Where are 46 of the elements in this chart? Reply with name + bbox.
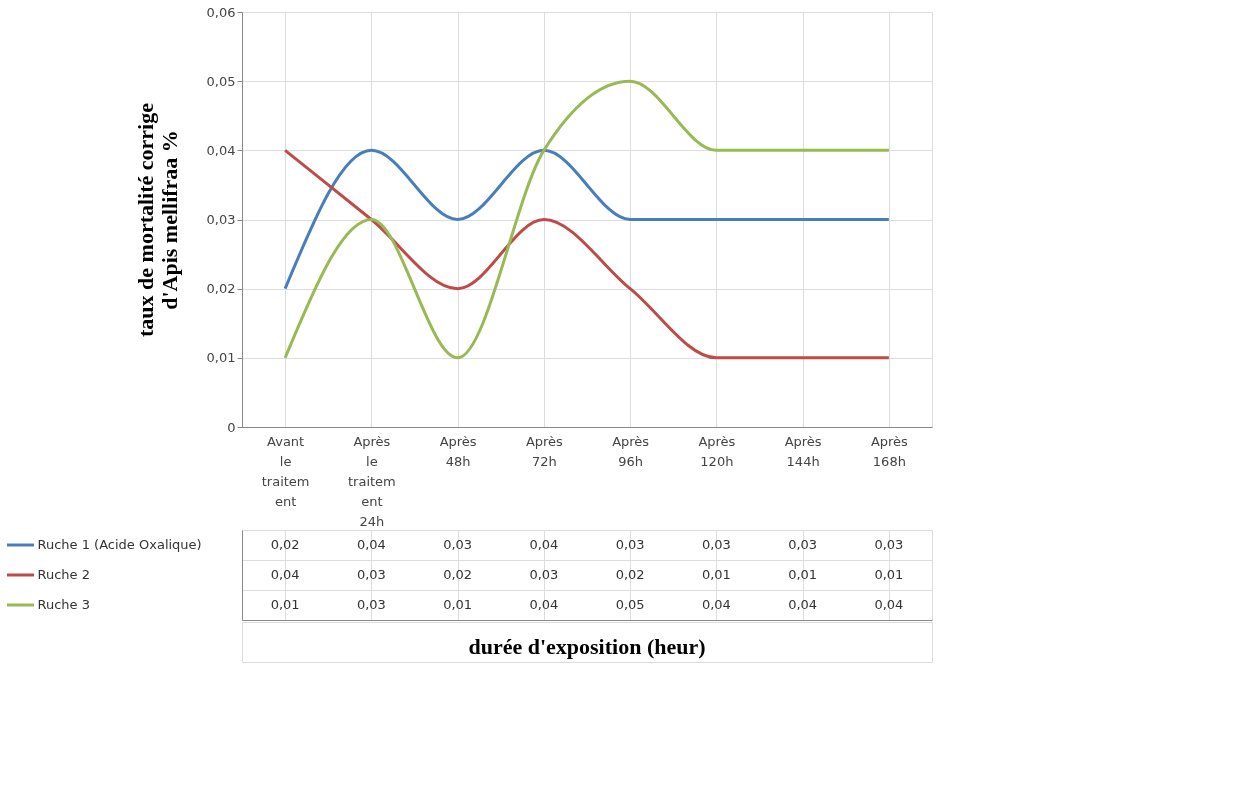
data-label: 0,03 (701, 537, 731, 552)
data-label: 0,02 (443, 567, 473, 582)
line-series (283, 148, 891, 360)
data-label: 0,03 (788, 537, 818, 552)
data-label: 0,03 (529, 567, 559, 582)
x-tick-label: Après le traitem ent 24h (347, 433, 396, 529)
legend-label: Ruche 1 (Acide Oxalique) (37, 537, 202, 552)
x-tick-label: Après 96h (612, 433, 650, 469)
data-label: 0,04 (356, 537, 386, 552)
data-label: 0,04 (701, 597, 731, 612)
x-tick-label: Après 120h (698, 433, 736, 469)
legend-label: Ruche 3 (37, 597, 90, 612)
data-label: 0,03 (356, 567, 386, 582)
line-series (283, 79, 891, 360)
data-label: 0,01 (443, 597, 473, 612)
data-label: 0,03 (356, 597, 386, 612)
x-tick-label: Après 48h (439, 433, 477, 469)
y-tick-label: 0,04 (206, 142, 236, 158)
data-label: 0,02 (270, 537, 300, 552)
y-tick-label: 0,03 (206, 212, 236, 227)
x-tick-label: Après 144h (784, 433, 822, 469)
y-axis-title: taux de mortalité corrige d'Apis mellifraa % (132, 102, 182, 337)
data-label: 0,02 (615, 567, 645, 582)
y-tick-label: 0,06 (206, 4, 236, 20)
data-label: 0,01 (874, 567, 904, 582)
data-label: 0,01 (701, 567, 731, 582)
y-tick-label: 0,05 (206, 73, 236, 89)
data-label: 0,04 (529, 597, 559, 612)
y-tick-label: 0,01 (206, 350, 236, 366)
legend-label: Ruche 2 (37, 567, 90, 582)
data-label: 0,04 (270, 567, 300, 582)
x-tick-label: Avant le traitem ent (261, 433, 310, 509)
y-tick-label: 0 (227, 419, 236, 435)
data-label: 0,01 (788, 567, 818, 582)
data-label: 0,04 (874, 597, 904, 612)
data-label: 0,03 (615, 537, 645, 552)
data-label: 0,03 (874, 537, 904, 552)
text: durée d'exposition (heur) (468, 634, 706, 659)
data-label: 0,04 (788, 597, 818, 612)
x-tick-label: Après 168h (870, 433, 909, 469)
x-tick-label: Après 72h (525, 433, 564, 469)
data-label: 0,03 (443, 537, 473, 552)
data-label: 0,01 (270, 597, 300, 612)
data-label: 0,05 (615, 597, 645, 612)
data-label: 0,04 (529, 537, 559, 552)
y-tick-label: 0,02 (206, 281, 236, 297)
